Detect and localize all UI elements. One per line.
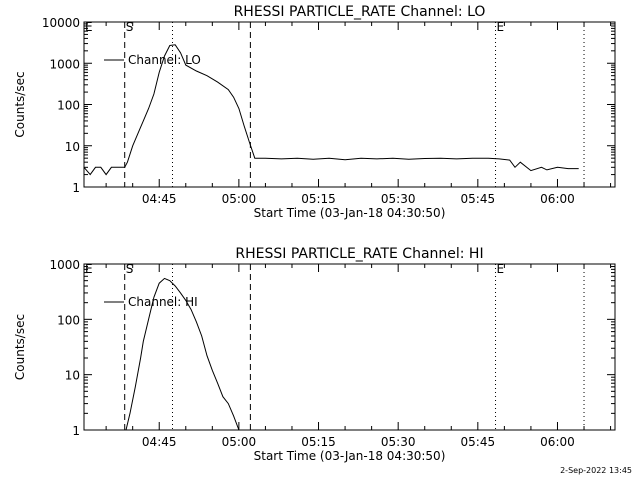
panel-1-ytick-label: 10 — [65, 140, 80, 154]
panel-2-series-line — [125, 277, 240, 431]
panel-2-xtick-label: 05:00 — [222, 435, 257, 449]
panel-1-ytick-label: 10000 — [42, 16, 80, 30]
panel-2-ytick-label: 100 — [57, 313, 80, 327]
panel-1-legend-label: Channel: LO — [128, 53, 201, 67]
panel-1-xtick-label: 05:30 — [381, 192, 416, 206]
panel-1-xtick-label: 05:45 — [461, 192, 496, 206]
panel-2-ytick-label: 1 — [72, 424, 80, 438]
panel-2-xlabel: Start Time (03-Jan-18 04:30:50) — [254, 449, 446, 463]
panel-1-ylabel: Counts/sec — [13, 71, 27, 137]
panel-2-frame — [83, 263, 616, 431]
panel-1-marker-letter: E — [85, 20, 93, 34]
panel-2-xtick-label: 05:30 — [381, 435, 416, 449]
panel-2-marker-letter: E — [85, 262, 93, 276]
panel-1-ytick-label: 1 — [72, 181, 80, 195]
panel-1-title: RHESSI PARTICLE_RATE Channel: LO — [234, 4, 486, 20]
panel-1-series-line — [83, 44, 579, 176]
panel-1-xtick-label: 05:00 — [222, 192, 257, 206]
panel-1-ytick-label: 100 — [57, 99, 80, 113]
panel-1-xtick-label: 04:45 — [142, 192, 177, 206]
panel-1-frame — [83, 21, 616, 188]
panel-2-xtick-label: 05:45 — [461, 435, 496, 449]
panel-1-marker-letter: E — [497, 20, 505, 34]
panel-2-xtick-label: 04:45 — [142, 435, 177, 449]
panel-1-xtick-label: 05:15 — [301, 192, 336, 206]
panel-1-xtick-label: 06:00 — [540, 192, 575, 206]
panel-2-marker-letter: S — [126, 262, 134, 276]
panel-1-xlabel: Start Time (03-Jan-18 04:30:50) — [254, 206, 446, 220]
panel-2-ylabel: Counts/sec — [13, 314, 27, 380]
panel-2-title: RHESSI PARTICLE_RATE Channel: HI — [235, 246, 483, 262]
footer-timestamp: 2-Sep-2022 13:45 — [560, 466, 632, 475]
panel-2-ytick-label: 10 — [65, 369, 80, 383]
panel-2-xtick-label: 05:15 — [301, 435, 336, 449]
panel-2-xtick-label: 06:00 — [540, 435, 575, 449]
panel-1-ytick-label: 1000 — [49, 57, 80, 71]
panel-1-marker-letter: S — [126, 20, 134, 34]
panel-2-ytick-label: 1000 — [49, 258, 80, 272]
panel-2-legend-label: Channel: HI — [128, 295, 198, 309]
panel-2-marker-letter: E — [497, 262, 505, 276]
